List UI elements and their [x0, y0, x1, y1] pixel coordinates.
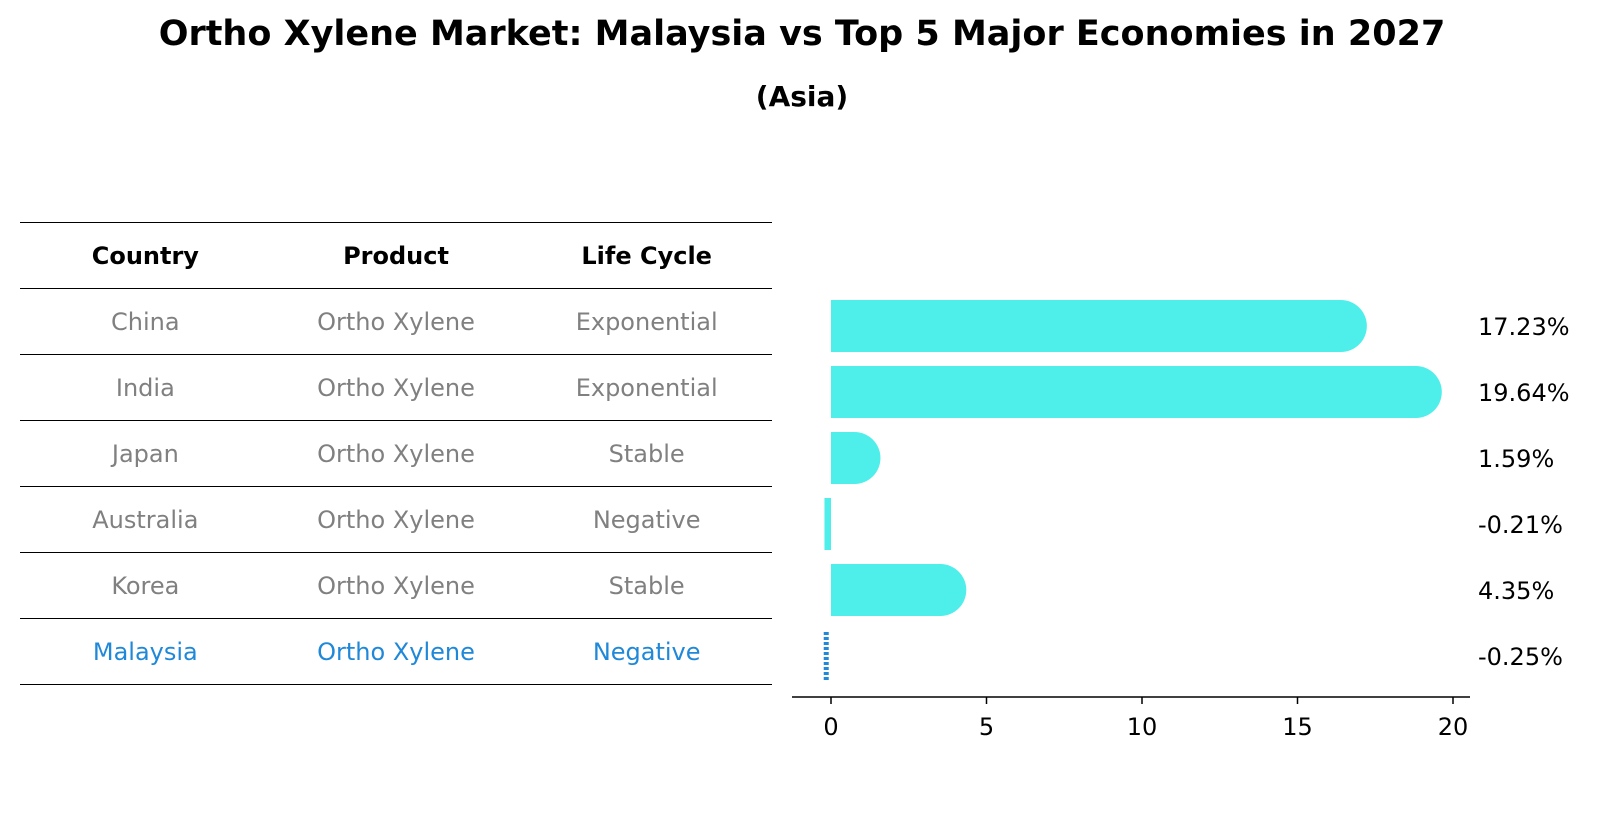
cell-country: Korea: [111, 571, 180, 600]
data-label: 19.64%: [1478, 379, 1570, 407]
table-row: Korea Ortho Xylene Stable: [20, 552, 772, 618]
cell-life-cycle: Negative: [592, 505, 701, 534]
data-table: Country Product Life Cycle China Ortho X…: [20, 222, 772, 685]
chart-title: Ortho Xylene Market: Malaysia vs Top 5 M…: [158, 14, 1446, 54]
cell-country: China: [111, 307, 180, 336]
cell-life-cycle: Exponential: [575, 373, 718, 402]
header-life-cycle: Life Cycle: [581, 241, 712, 270]
cell-product: Ortho Xylene: [317, 505, 475, 534]
bar: [824, 498, 831, 550]
x-tick-label: 0: [823, 713, 838, 741]
cell-country: Australia: [92, 505, 199, 534]
header-product: Product: [343, 241, 449, 270]
bar: [831, 564, 967, 616]
x-tick-label: 20: [1438, 713, 1469, 741]
cell-life-cycle: Exponential: [575, 307, 718, 336]
cell-product: Ortho Xylene: [317, 373, 475, 402]
cell-product: Ortho Xylene: [317, 637, 475, 666]
cell-life-cycle: Negative: [592, 637, 701, 666]
data-label: 1.59%: [1478, 445, 1554, 473]
cell-life-cycle: Stable: [608, 571, 685, 600]
cell-life-cycle: Stable: [608, 439, 685, 468]
cell-country: Japan: [111, 439, 179, 468]
header-country: Country: [91, 241, 199, 270]
x-tick-label: 5: [979, 713, 994, 741]
table-row-highlighted: Malaysia Ortho Xylene Negative: [20, 618, 772, 685]
x-tick-label: 15: [1282, 713, 1313, 741]
cell-product: Ortho Xylene: [317, 307, 475, 336]
bar: [831, 366, 1442, 418]
data-label: 4.35%: [1478, 577, 1554, 605]
bar: [831, 300, 1367, 352]
table-row: Japan Ortho Xylene Stable: [20, 420, 772, 486]
data-label: -0.25%: [1478, 643, 1563, 671]
cell-product: Ortho Xylene: [317, 571, 475, 600]
table-row: China Ortho Xylene Exponential: [20, 288, 772, 354]
table-row: Australia Ortho Xylene Negative: [20, 486, 772, 552]
chart-subtitle: (Asia): [755, 80, 849, 113]
data-label: -0.21%: [1478, 511, 1563, 539]
cell-country: Malaysia: [92, 637, 198, 666]
data-label: 17.23%: [1478, 313, 1570, 341]
bar: [831, 432, 881, 484]
table-row: India Ortho Xylene Exponential: [20, 354, 772, 420]
cell-country: India: [115, 373, 175, 402]
x-tick-label: 10: [1127, 713, 1158, 741]
table-header-row: Country Product Life Cycle: [20, 222, 772, 288]
cell-product: Ortho Xylene: [317, 439, 475, 468]
